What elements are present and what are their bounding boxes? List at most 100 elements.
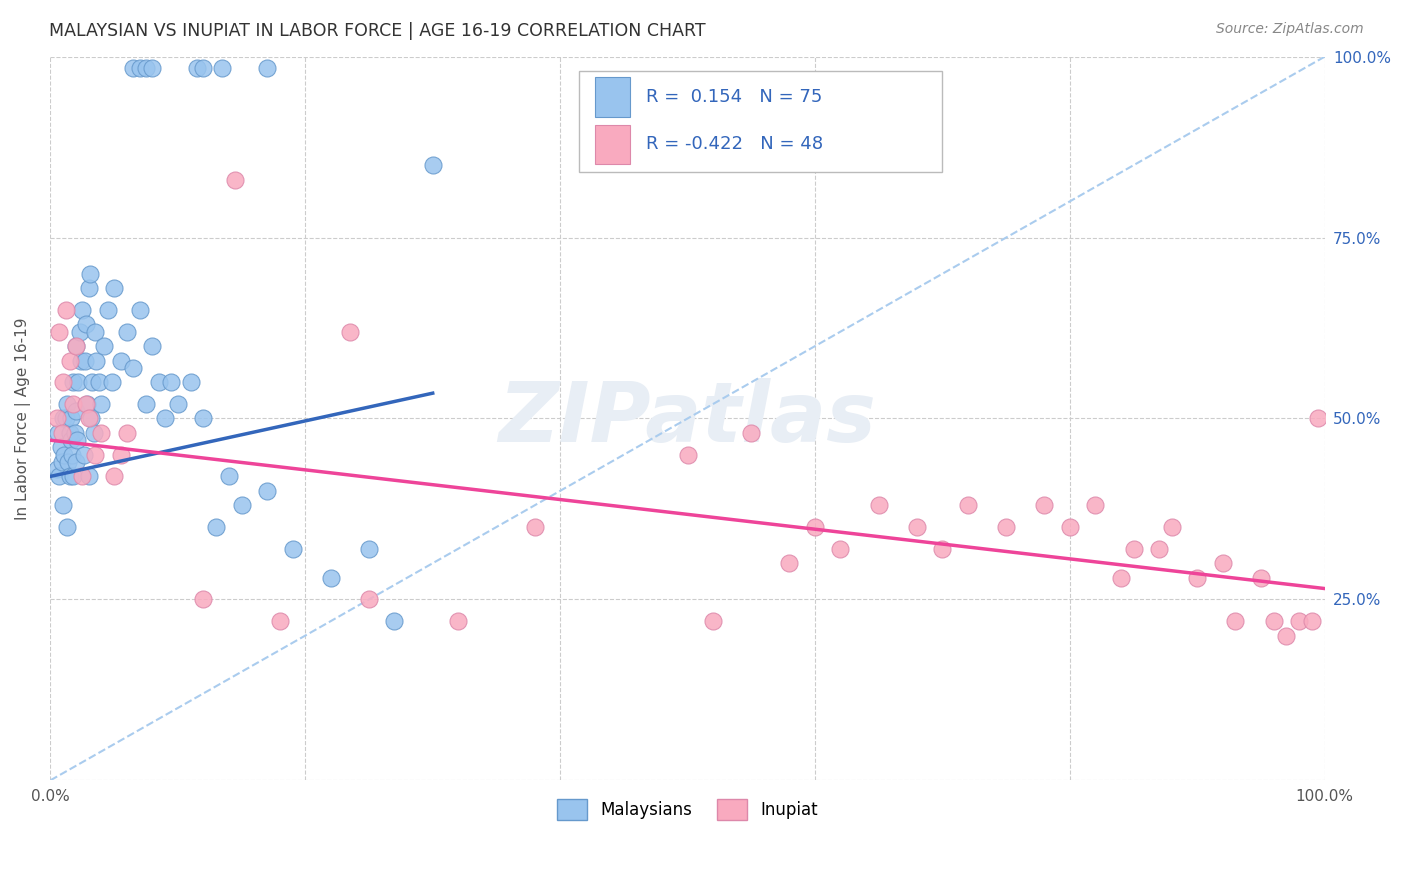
Point	[58, 455, 80, 469]
Point	[141, 339, 163, 353]
Point	[84, 448, 107, 462]
Point	[357, 592, 380, 607]
Text: Source: ZipAtlas.com: Source: ZipAtlas.com	[1216, 22, 1364, 37]
Point	[384, 614, 406, 628]
Point	[65, 339, 87, 353]
Point	[339, 325, 361, 339]
Text: R = -0.422   N = 48: R = -0.422 N = 48	[645, 136, 823, 153]
Point	[676, 448, 699, 462]
Point	[1288, 614, 1310, 628]
Point	[702, 614, 724, 628]
Point	[868, 499, 890, 513]
Point	[63, 425, 86, 440]
Point	[69, 325, 91, 339]
Point	[65, 339, 87, 353]
Point	[56, 520, 79, 534]
Point	[1059, 520, 1081, 534]
Point	[995, 520, 1018, 534]
Point	[281, 541, 304, 556]
Point	[256, 61, 278, 75]
Point	[103, 469, 125, 483]
Point	[60, 448, 83, 462]
Point	[1301, 614, 1323, 628]
FancyBboxPatch shape	[579, 71, 942, 172]
Point	[80, 411, 103, 425]
Point	[122, 61, 145, 75]
Point	[931, 541, 953, 556]
Point	[103, 281, 125, 295]
Point	[160, 376, 183, 390]
Point	[1033, 499, 1056, 513]
Point	[256, 483, 278, 498]
Point	[135, 397, 157, 411]
Point	[148, 376, 170, 390]
Point	[90, 425, 112, 440]
Point	[1160, 520, 1182, 534]
Point	[58, 425, 80, 440]
Point	[422, 158, 444, 172]
Point	[1225, 614, 1247, 628]
Point	[55, 302, 77, 317]
Point	[58, 353, 80, 368]
Point	[58, 469, 80, 483]
Point	[75, 318, 97, 332]
Point	[740, 425, 762, 440]
Point	[100, 376, 122, 390]
Point	[49, 441, 72, 455]
Point	[51, 425, 73, 440]
Point	[72, 302, 94, 317]
Point	[84, 325, 107, 339]
Point	[77, 469, 100, 483]
Point	[186, 61, 208, 75]
Point	[56, 397, 79, 411]
Point	[93, 339, 115, 353]
Point	[269, 614, 291, 628]
Legend: Malaysians, Inupiat: Malaysians, Inupiat	[550, 793, 825, 826]
Point	[48, 469, 70, 483]
Point	[956, 499, 979, 513]
Point	[75, 397, 97, 411]
Point	[87, 376, 110, 390]
Point	[62, 397, 84, 411]
Point	[110, 353, 132, 368]
Text: MALAYSIAN VS INUPIAT IN LABOR FORCE | AGE 16-19 CORRELATION CHART: MALAYSIAN VS INUPIAT IN LABOR FORCE | AG…	[49, 22, 706, 40]
Point	[90, 397, 112, 411]
Point	[135, 61, 157, 75]
Point	[66, 433, 89, 447]
Point	[153, 411, 176, 425]
Point	[523, 520, 546, 534]
Point	[205, 520, 228, 534]
Point	[79, 267, 101, 281]
Point	[72, 469, 94, 483]
Point	[231, 499, 253, 513]
Point	[1308, 411, 1330, 425]
Point	[67, 376, 90, 390]
Point	[52, 376, 75, 390]
Point	[1122, 541, 1144, 556]
Point	[357, 541, 380, 556]
Point	[77, 281, 100, 295]
Point	[59, 433, 82, 447]
Point	[77, 411, 100, 425]
Point	[122, 360, 145, 375]
Point	[128, 302, 150, 317]
Point	[45, 411, 67, 425]
Point	[52, 411, 75, 425]
Point	[65, 404, 87, 418]
Point	[53, 448, 76, 462]
Point	[804, 520, 827, 534]
Point	[72, 448, 94, 462]
Point	[73, 353, 96, 368]
Point	[141, 61, 163, 75]
Point	[86, 353, 108, 368]
Point	[1275, 629, 1298, 643]
Point	[1187, 571, 1209, 585]
Point	[319, 571, 342, 585]
Point	[83, 425, 105, 440]
Point	[76, 397, 98, 411]
Point	[830, 541, 852, 556]
Point	[905, 520, 928, 534]
Point	[45, 462, 67, 476]
Text: ZIPatlas: ZIPatlas	[499, 378, 876, 459]
Point	[55, 411, 77, 425]
